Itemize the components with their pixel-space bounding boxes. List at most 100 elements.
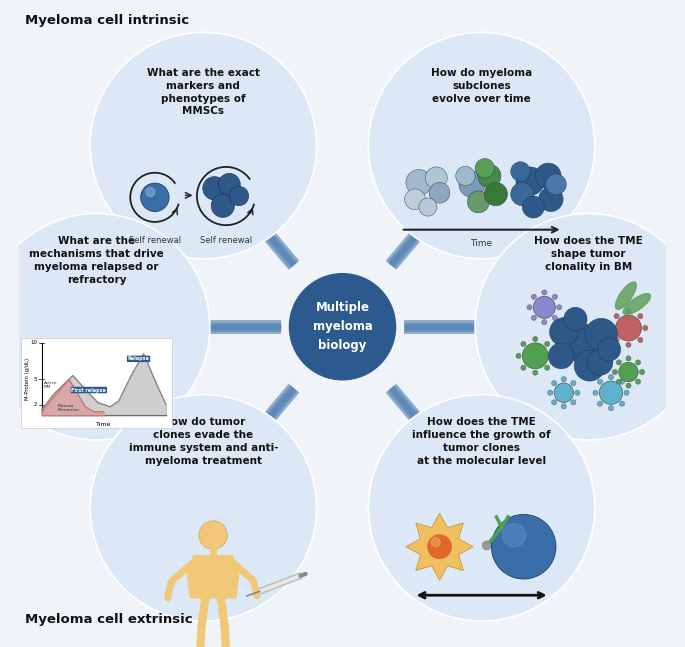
Text: Multiple
myeloma
biology: Multiple myeloma biology xyxy=(312,302,373,352)
Circle shape xyxy=(532,294,536,300)
Circle shape xyxy=(90,395,316,621)
Circle shape xyxy=(552,315,558,320)
Text: Myeloma cell extrinsic: Myeloma cell extrinsic xyxy=(25,613,193,626)
Text: M-Protein (g/dL): M-Protein (g/dL) xyxy=(25,358,30,400)
Circle shape xyxy=(552,294,558,300)
Circle shape xyxy=(551,380,557,386)
Circle shape xyxy=(638,337,643,342)
Circle shape xyxy=(561,377,566,382)
Circle shape xyxy=(626,309,631,314)
FancyBboxPatch shape xyxy=(21,338,173,428)
Circle shape xyxy=(502,523,525,547)
Text: Self renewal: Self renewal xyxy=(200,236,252,245)
Circle shape xyxy=(640,369,645,375)
Polygon shape xyxy=(406,513,473,580)
Circle shape xyxy=(542,320,547,325)
Circle shape xyxy=(538,187,563,212)
Circle shape xyxy=(527,305,532,310)
Text: 2: 2 xyxy=(34,402,37,407)
Circle shape xyxy=(406,170,432,195)
Circle shape xyxy=(477,164,501,188)
Circle shape xyxy=(290,274,395,380)
Text: How does the TME
influence the growth of
tumor clones
at the molecular level: How does the TME influence the growth of… xyxy=(412,417,551,466)
Circle shape xyxy=(549,353,555,358)
Circle shape xyxy=(597,379,603,384)
Text: How do myeloma
subclones
evolve over time: How do myeloma subclones evolve over tim… xyxy=(431,68,532,104)
Circle shape xyxy=(523,196,545,218)
Circle shape xyxy=(599,381,623,404)
Circle shape xyxy=(626,342,631,347)
Text: Relapse: Relapse xyxy=(127,356,149,362)
Circle shape xyxy=(369,395,595,621)
Circle shape xyxy=(638,314,643,319)
Circle shape xyxy=(475,159,495,178)
Text: Plateau
Remission: Plateau Remission xyxy=(58,404,80,412)
Text: Time: Time xyxy=(471,239,493,248)
Circle shape xyxy=(199,521,227,549)
Circle shape xyxy=(597,401,603,406)
Circle shape xyxy=(533,336,538,342)
Circle shape xyxy=(574,350,605,381)
Circle shape xyxy=(521,365,526,370)
Circle shape xyxy=(534,296,556,318)
Circle shape xyxy=(511,182,534,206)
Circle shape xyxy=(593,390,598,395)
Circle shape xyxy=(90,32,316,259)
Circle shape xyxy=(557,305,562,310)
Circle shape xyxy=(546,174,566,195)
Circle shape xyxy=(619,401,625,406)
Circle shape xyxy=(561,404,566,409)
Circle shape xyxy=(516,353,521,358)
Polygon shape xyxy=(187,556,239,598)
Circle shape xyxy=(643,325,648,331)
Circle shape xyxy=(500,541,510,550)
Circle shape xyxy=(0,214,210,440)
Circle shape xyxy=(636,360,640,365)
Text: 10: 10 xyxy=(30,340,37,345)
Text: Time: Time xyxy=(96,422,112,427)
Circle shape xyxy=(616,360,621,365)
Text: Myeloma cell intrinsic: Myeloma cell intrinsic xyxy=(25,14,190,27)
Text: Active
MM: Active MM xyxy=(44,380,58,389)
Circle shape xyxy=(626,356,631,361)
Text: 5: 5 xyxy=(34,377,37,382)
Circle shape xyxy=(429,182,450,203)
Circle shape xyxy=(211,194,234,217)
Circle shape xyxy=(547,390,553,395)
Circle shape xyxy=(585,318,617,351)
Text: What are the exact
markers and
phenotypes of
MMSCs: What are the exact markers and phenotype… xyxy=(147,68,260,116)
Circle shape xyxy=(619,362,638,382)
Circle shape xyxy=(482,541,491,550)
Circle shape xyxy=(405,189,425,210)
Circle shape xyxy=(616,315,641,341)
Circle shape xyxy=(619,379,625,384)
Circle shape xyxy=(564,307,587,331)
Ellipse shape xyxy=(615,282,636,309)
Circle shape xyxy=(554,383,573,402)
Text: How do tumor
clones evade the
immune system and anti-
myeloma treatment: How do tumor clones evade the immune sys… xyxy=(129,417,278,466)
Circle shape xyxy=(428,535,451,558)
Circle shape xyxy=(551,400,557,405)
Circle shape xyxy=(459,171,485,197)
Text: What are the
mechanisms that drive
myeloma relapsed or
refractory: What are the mechanisms that drive myelo… xyxy=(29,236,164,285)
Circle shape xyxy=(516,167,545,195)
Circle shape xyxy=(511,162,530,181)
Circle shape xyxy=(532,315,536,320)
Circle shape xyxy=(533,370,538,375)
Circle shape xyxy=(549,318,578,346)
Text: Self renewal: Self renewal xyxy=(129,236,181,245)
Circle shape xyxy=(467,191,489,213)
Circle shape xyxy=(608,406,614,411)
Circle shape xyxy=(616,379,621,384)
Circle shape xyxy=(140,183,169,212)
Text: How does the TME
shape tumor
clonality in BM: How does the TME shape tumor clonality i… xyxy=(534,236,643,272)
Circle shape xyxy=(626,383,631,388)
Circle shape xyxy=(614,337,619,342)
Circle shape xyxy=(587,349,613,375)
Circle shape xyxy=(535,163,561,189)
Text: First relapse: First relapse xyxy=(71,388,106,393)
Circle shape xyxy=(523,343,548,369)
Circle shape xyxy=(636,379,640,384)
Circle shape xyxy=(545,342,550,347)
Circle shape xyxy=(597,338,621,361)
